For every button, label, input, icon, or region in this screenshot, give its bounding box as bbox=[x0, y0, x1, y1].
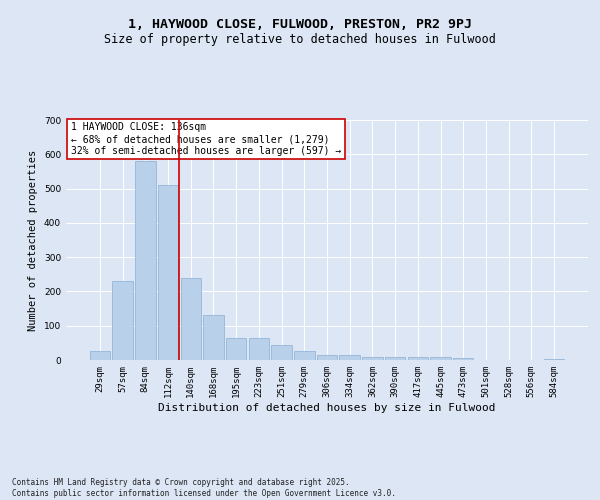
Bar bbox=[248, 338, 269, 360]
Bar bbox=[158, 185, 178, 360]
Y-axis label: Number of detached properties: Number of detached properties bbox=[28, 150, 38, 330]
Bar bbox=[430, 358, 451, 360]
Text: Contains HM Land Registry data © Crown copyright and database right 2025.
Contai: Contains HM Land Registry data © Crown c… bbox=[12, 478, 396, 498]
Bar bbox=[203, 316, 224, 360]
Bar bbox=[362, 356, 383, 360]
Bar bbox=[181, 278, 201, 360]
Text: 1 HAYWOOD CLOSE: 136sqm
← 68% of detached houses are smaller (1,279)
32% of semi: 1 HAYWOOD CLOSE: 136sqm ← 68% of detache… bbox=[71, 122, 341, 156]
Bar bbox=[226, 338, 247, 360]
Bar bbox=[112, 281, 133, 360]
Bar bbox=[294, 352, 314, 360]
Bar bbox=[407, 356, 428, 360]
Bar bbox=[135, 161, 155, 360]
Bar bbox=[90, 352, 110, 360]
Bar bbox=[317, 355, 337, 360]
Text: Size of property relative to detached houses in Fulwood: Size of property relative to detached ho… bbox=[104, 32, 496, 46]
Bar bbox=[385, 356, 406, 360]
Bar bbox=[271, 344, 292, 360]
X-axis label: Distribution of detached houses by size in Fulwood: Distribution of detached houses by size … bbox=[158, 402, 496, 412]
Bar bbox=[340, 355, 360, 360]
Bar bbox=[453, 358, 473, 360]
Text: 1, HAYWOOD CLOSE, FULWOOD, PRESTON, PR2 9PJ: 1, HAYWOOD CLOSE, FULWOOD, PRESTON, PR2 … bbox=[128, 18, 472, 30]
